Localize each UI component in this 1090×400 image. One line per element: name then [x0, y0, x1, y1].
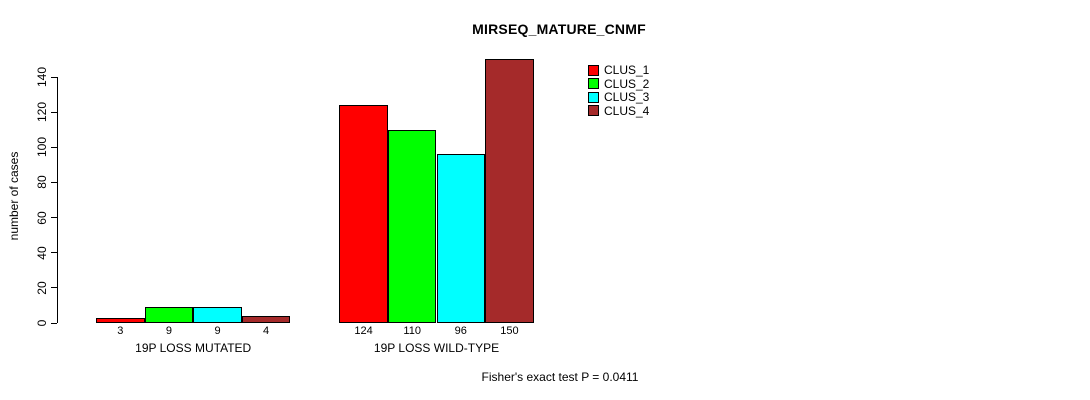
bar-clus_3-group2	[436, 154, 486, 323]
bar-clus_4-group1	[241, 315, 291, 323]
bar-clus_1-group2	[339, 105, 388, 323]
legend-swatch-icon	[588, 91, 599, 103]
y-axis-tick-label: 0	[35, 319, 49, 327]
bar-value-label: 9	[214, 325, 221, 337]
legend-swatch-icon	[588, 78, 599, 89]
bar-value-label: 96	[454, 325, 467, 337]
legend-label: CLUS_3	[604, 90, 650, 104]
bar-clus_2-group2	[387, 129, 437, 323]
legend-label: CLUS_1	[604, 63, 650, 77]
legend: CLUS_1 CLUS_2 CLUS_3 CLUS_4	[588, 64, 649, 118]
y-axis-tick	[51, 111, 57, 113]
bar-clus_2-group1	[144, 307, 194, 323]
y-axis-tick-label: 80	[35, 175, 49, 190]
bar-value-label: 4	[263, 325, 270, 337]
stat-annotation: Fisher's exact test P = 0.0411	[481, 370, 639, 384]
y-axis-line	[57, 77, 58, 323]
y-axis-tick	[51, 146, 57, 148]
bar-value-label: 110	[403, 325, 421, 337]
legend-item-clus_4: CLUS_4	[588, 105, 649, 117]
y-axis-tick-label: 140	[35, 66, 49, 88]
group-label: 19P LOSS MUTATED	[135, 341, 252, 355]
legend-swatch-icon	[588, 105, 599, 116]
bar-value-label: 9	[165, 325, 172, 337]
legend-label: CLUS_2	[604, 76, 650, 91]
legend-item-clus_1: CLUS_1	[588, 64, 649, 76]
y-axis-tick	[51, 322, 57, 324]
chart-title: MIRSEQ_MATURE_CNMF	[472, 21, 646, 37]
y-axis-tick-label: 40	[35, 246, 49, 260]
bar-value-label: 124	[354, 325, 373, 337]
y-axis-tick-label: 60	[35, 210, 49, 225]
y-axis-tick	[51, 252, 57, 254]
bar-value-label: 150	[500, 325, 519, 337]
y-axis-tick-label: 20	[35, 281, 49, 295]
y-axis-tick	[51, 287, 57, 289]
y-axis-tick-label: 100	[35, 137, 49, 158]
y-axis-tick	[51, 217, 57, 219]
legend-item-clus_3: CLUS_3	[588, 91, 649, 103]
legend-swatch-icon	[588, 64, 599, 76]
group-label: 19P LOSS WILD-TYPE	[373, 341, 500, 355]
bar-clus_3-group1	[193, 307, 242, 323]
bar-clus_4-group2	[485, 59, 534, 323]
bar-clus_1-group1	[96, 317, 145, 323]
bar-value-label: 3	[117, 325, 124, 337]
y-axis-tick	[51, 76, 57, 78]
y-axis-tick-label: 120	[35, 102, 49, 123]
legend-item-clus_2: CLUS_2	[588, 78, 649, 90]
y-axis-tick	[51, 181, 57, 183]
legend-label: CLUS_4	[604, 103, 650, 118]
